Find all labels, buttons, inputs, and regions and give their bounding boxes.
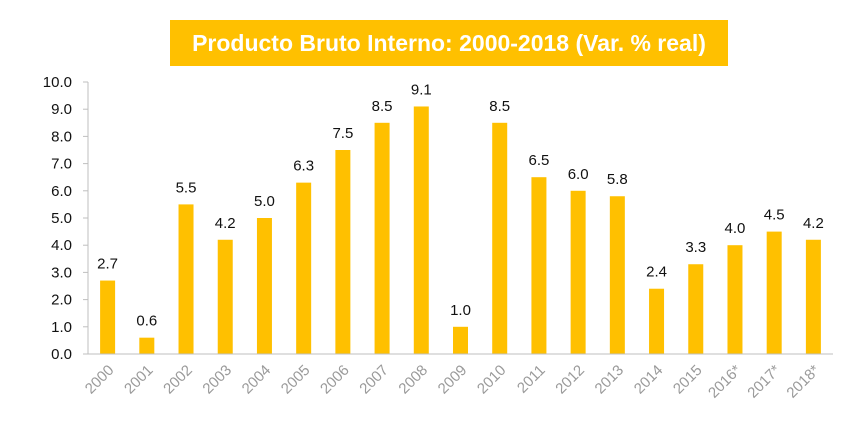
y-tick-label: 6.0 <box>51 183 72 200</box>
bar <box>139 337 155 354</box>
bar <box>531 177 547 354</box>
x-tick-label: 2008 <box>395 362 431 398</box>
bar <box>688 264 704 354</box>
y-tick-label: 5.0 <box>51 210 72 227</box>
bar <box>335 150 351 354</box>
x-tick-label: 2018* <box>783 362 823 402</box>
bar <box>649 288 665 354</box>
bar <box>805 239 821 354</box>
data-label: 2.7 <box>97 256 118 273</box>
data-label: 3.3 <box>685 239 706 256</box>
data-label: 5.5 <box>176 179 197 196</box>
x-tick-label: 2002 <box>160 362 196 398</box>
y-tick-label: 7.0 <box>51 156 72 173</box>
x-tick-label: 2010 <box>474 362 510 398</box>
data-label: 8.5 <box>489 98 510 115</box>
data-label: 4.0 <box>725 220 746 237</box>
x-tick-label: 2017* <box>744 362 784 402</box>
bar <box>727 245 743 354</box>
y-tick-label: 10.0 <box>43 74 72 91</box>
x-tick-label: 2003 <box>199 362 235 398</box>
data-label: 8.5 <box>372 98 393 115</box>
y-tick-label: 0.0 <box>51 346 72 363</box>
data-label: 9.1 <box>411 81 432 98</box>
y-tick-label: 1.0 <box>51 319 72 336</box>
data-label: 5.8 <box>607 171 628 188</box>
bar <box>374 122 390 354</box>
bar <box>217 239 233 354</box>
x-tick-label: 2009 <box>435 362 471 398</box>
x-tick-label: 2005 <box>278 362 314 398</box>
bar <box>609 196 625 354</box>
data-label: 2.4 <box>646 264 667 281</box>
data-label: 4.2 <box>803 215 824 232</box>
y-tick-label: 3.0 <box>51 264 72 281</box>
x-tick-label: 2016* <box>705 362 745 402</box>
bar <box>178 204 194 354</box>
x-tick-label: 2015 <box>670 362 706 398</box>
data-label: 5.0 <box>254 193 275 210</box>
x-tick-label: 2001 <box>121 362 157 398</box>
x-tick-label: 2014 <box>631 362 667 398</box>
bar <box>256 218 272 354</box>
bar <box>766 231 782 354</box>
data-label: 6.5 <box>528 152 549 169</box>
data-label: 7.5 <box>332 125 353 142</box>
bar <box>570 190 586 354</box>
y-tick-label: 2.0 <box>51 292 72 309</box>
x-tick-label: 2011 <box>514 362 549 397</box>
y-tick-label: 8.0 <box>51 128 72 145</box>
bar <box>296 182 312 354</box>
bar <box>492 122 508 354</box>
x-tick-label: 2004 <box>239 362 275 398</box>
chart-title: Producto Bruto Interno: 2000-2018 (Var. … <box>192 29 706 56</box>
bar <box>453 326 468 354</box>
chart-title-banner: Producto Bruto Interno: 2000-2018 (Var. … <box>170 20 728 66</box>
data-label: 4.5 <box>764 207 785 224</box>
x-tick-label: 2012 <box>552 362 588 398</box>
data-label: 0.6 <box>136 313 157 330</box>
data-label: 6.0 <box>568 166 589 183</box>
y-tick-label: 4.0 <box>51 237 72 254</box>
bar <box>100 280 116 354</box>
x-tick-label: 2000 <box>82 362 118 398</box>
data-label: 1.0 <box>450 302 471 319</box>
bar <box>413 106 429 354</box>
data-label: 6.3 <box>293 158 314 175</box>
x-tick-label: 2013 <box>592 362 628 398</box>
x-tick-label: 2007 <box>356 362 392 398</box>
data-label: 4.2 <box>215 215 236 232</box>
y-tick-label: 9.0 <box>51 101 72 118</box>
x-tick-label: 2006 <box>317 362 353 398</box>
